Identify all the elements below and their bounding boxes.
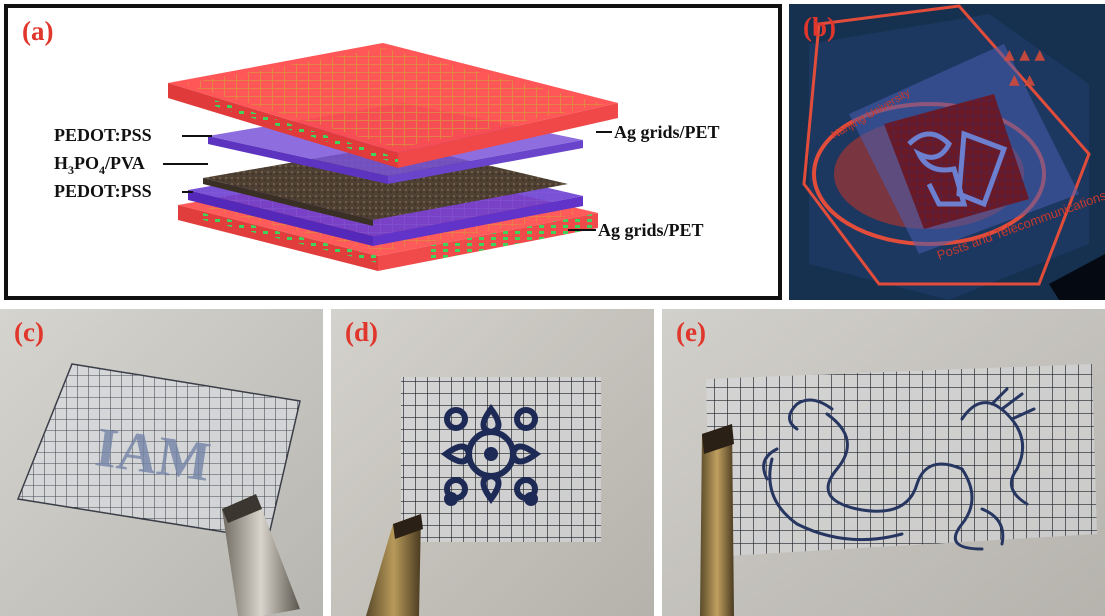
left-labels: PEDOT:PSS H3PO4/PVA PEDOT:PSS bbox=[54, 125, 212, 201]
floral-pattern bbox=[440, 403, 542, 505]
iam-device-photo: IAM bbox=[0, 309, 323, 616]
panel-e-photo: (e) bbox=[662, 309, 1105, 616]
layer-stack-diagram: PEDOT:PSS H3PO4/PVA PEDOT:PSS Ag grids/P… bbox=[54, 43, 720, 271]
right-labels: Ag grids/PET Ag grids/PET bbox=[568, 122, 720, 240]
panel-d-label: (d) bbox=[345, 317, 378, 347]
panel-d-photo: (d) bbox=[331, 309, 654, 616]
label-pedot-top: PEDOT:PSS bbox=[54, 125, 152, 145]
panel-a-label: (a) bbox=[22, 16, 54, 46]
dragon-device-photo bbox=[662, 309, 1105, 616]
svg-text:▲ ▲: ▲ ▲ bbox=[1009, 72, 1035, 88]
label-ag-pet-top: Ag grids/PET bbox=[614, 122, 720, 142]
floral-device-photo bbox=[331, 309, 654, 616]
panel-b-label: (b) bbox=[803, 12, 836, 42]
dragon-pattern bbox=[762, 387, 1036, 551]
top-pet-layer bbox=[168, 43, 618, 168]
panel-a-schematic: (a) bbox=[4, 4, 782, 300]
label-ag-pet-bottom: Ag grids/PET bbox=[598, 220, 704, 240]
panel-c-label: (c) bbox=[14, 317, 44, 347]
svg-text:▲ ▲ ▲: ▲ ▲ ▲ bbox=[1004, 47, 1045, 63]
label-electrolyte: H3PO4/PVA bbox=[54, 153, 145, 177]
panel-b-photo: (b) ▲ ▲ ▲ ▲ ▲ Posts and Telecommunicatio… bbox=[789, 4, 1105, 300]
logo-device-photo: ▲ ▲ ▲ ▲ ▲ Posts and Telecommunications N… bbox=[789, 4, 1105, 300]
panel-e-label: (e) bbox=[676, 317, 706, 347]
label-pedot-bottom: PEDOT:PSS bbox=[54, 181, 152, 201]
panel-c-photo: (c) IAM bbox=[0, 309, 323, 616]
